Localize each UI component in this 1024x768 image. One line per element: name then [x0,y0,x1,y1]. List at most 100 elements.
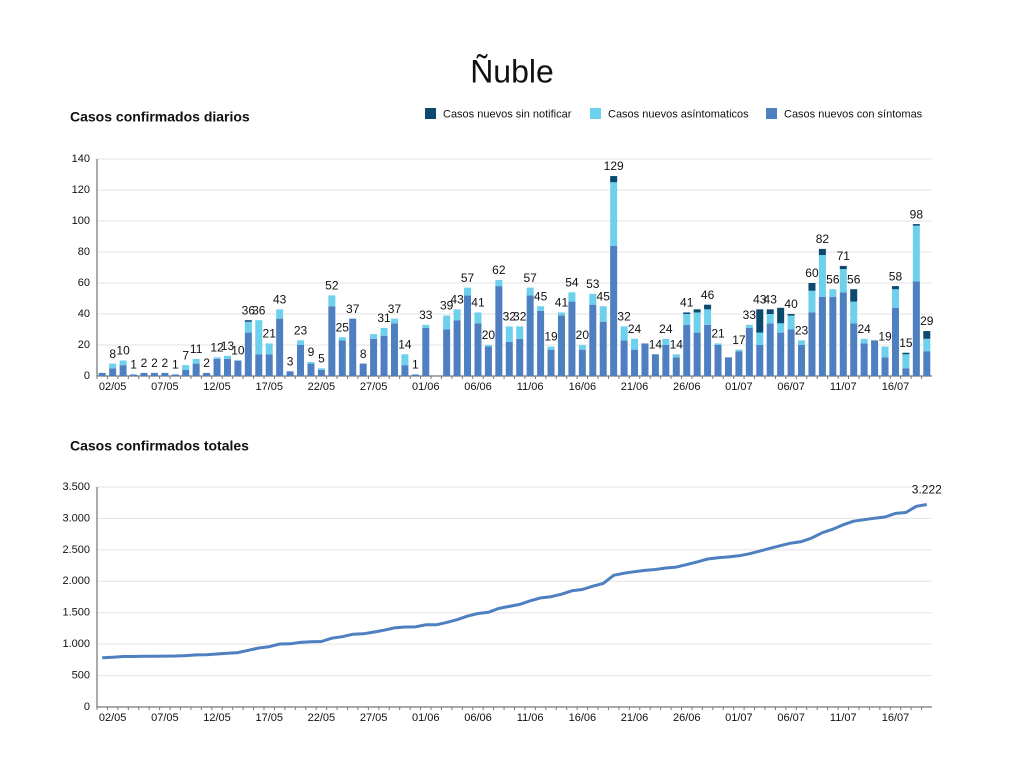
legend-label: Casos nuevos asíntomaticos [608,108,749,120]
data-label: 43 [450,293,464,307]
bar-segment [380,327,388,336]
data-label: 41 [555,296,569,310]
bar-segment [370,334,378,339]
bar-segment [109,368,117,376]
data-label: 3.222 [912,483,942,497]
x-tick-label: 12/05 [203,381,231,393]
bar-segment [192,358,200,364]
y-tick-label: 1.000 [62,638,90,650]
y-tick-label: 0 [84,370,90,382]
bar-segment [651,354,659,376]
bar-segment [276,318,284,376]
bar-segment [244,320,252,322]
data-label: 12 [210,341,224,355]
x-tick-label: 16/07 [882,712,910,724]
legend-swatch [590,108,601,119]
bar-segment [891,286,899,290]
x-tick-label: 11/06 [517,712,544,724]
data-label: 2 [141,356,148,370]
data-label: 2 [162,356,169,370]
data-label: 14 [649,337,663,351]
data-label: 71 [837,249,851,263]
y-tick-label: 1.500 [62,607,90,619]
bar-segment [756,332,764,345]
bar-segment [380,335,388,376]
bar-segment [505,326,513,342]
bar-segment [453,320,461,376]
bar-segment [109,363,117,369]
bar-segment [140,372,148,376]
bar-segment [756,345,764,376]
bar-segment [422,324,430,328]
legend-swatch [425,108,436,119]
x-tick-label: 12/05 [203,712,231,724]
y-tick-label: 2.000 [62,575,90,587]
data-label: 43 [273,293,287,307]
bar-segment [505,341,513,376]
bar-segment [119,360,127,366]
bar-segment [610,245,618,376]
data-label: 10 [116,344,130,358]
bar-segment [557,315,565,376]
data-label: 8 [360,347,367,361]
data-label: 3 [287,355,294,369]
data-label: 46 [701,288,715,302]
x-tick-label: 21/06 [621,712,649,724]
data-label: 53 [586,277,600,291]
bar-segment [286,371,294,376]
x-tick-label: 06/07 [777,381,805,393]
page-title: Ñuble [470,53,554,89]
bar-segment [860,343,868,376]
bar-segment [850,289,858,302]
y-tick-label: 3.000 [62,512,90,524]
bar-segment [150,372,158,376]
bar-segment [683,314,691,325]
data-label: 25 [336,320,350,334]
bar-segment [610,182,618,246]
bar-segment [276,309,284,319]
data-label: 39 [440,299,454,313]
x-tick-label: 27/05 [360,712,388,724]
bar-segment [891,307,899,376]
bar-segment [693,309,701,313]
bar-segment [589,304,597,376]
bar-segment [526,287,534,296]
bar-segment [714,343,722,345]
data-label: 56 [847,272,861,286]
x-tick-label: 06/07 [777,712,805,724]
bar-segment [557,312,565,316]
data-label: 23 [795,324,809,338]
bar-segment [182,369,190,376]
data-label: 2 [151,356,158,370]
bar-segment [390,323,398,376]
bar-segment [526,295,534,376]
data-label: 82 [816,232,830,246]
bar-segment [265,343,273,355]
x-tick-label: 01/06 [412,381,440,393]
x-tick-label: 16/07 [882,381,910,393]
bar-segment [537,310,545,376]
bar-segment [860,338,868,344]
bar-segment [808,312,816,376]
bar-segment [213,358,221,376]
bar-segment [735,349,743,352]
data-label: 5 [318,351,325,365]
x-tick-label: 01/07 [725,381,753,393]
bar-segment [829,296,837,376]
data-label: 57 [523,271,537,285]
data-label: 13 [221,339,235,353]
bar-segment [818,255,826,297]
bar-segment [704,324,712,376]
x-tick-label: 16/06 [569,381,597,393]
data-label: 11 [190,342,203,356]
bar-segment [317,369,325,376]
data-label: 129 [604,159,624,173]
bar-segment [474,312,482,324]
bar-segment [871,340,879,376]
data-label: 24 [659,322,673,336]
bar-segment [808,283,816,291]
bar-segment [756,309,764,333]
x-tick-label: 26/06 [673,712,701,724]
bar-segment [839,269,847,293]
x-tick-label: 11/06 [517,381,544,393]
